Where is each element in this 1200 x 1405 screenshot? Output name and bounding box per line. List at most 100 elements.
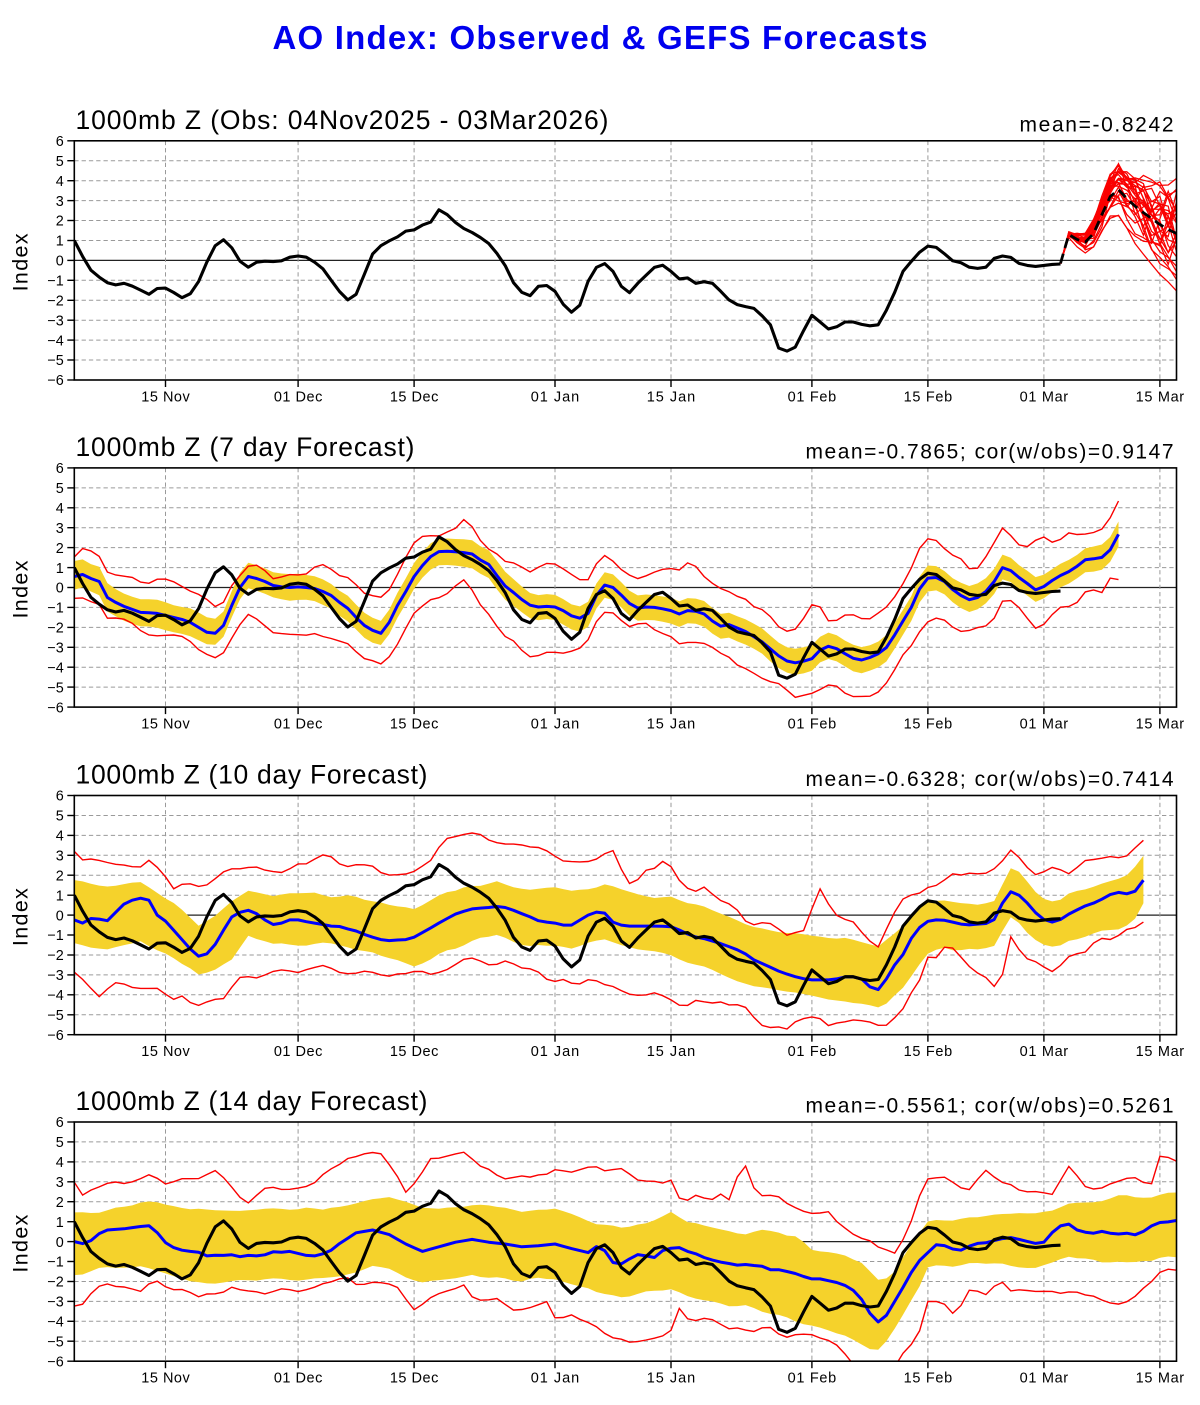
svg-text:mean=-0.5561; cor(w/obs)=0.526: mean=-0.5561; cor(w/obs)=0.5261 bbox=[806, 1095, 1174, 1118]
svg-text:4: 4 bbox=[56, 829, 64, 845]
svg-text:mean=-0.7865; cor(w/obs)=0.914: mean=-0.7865; cor(w/obs)=0.9147 bbox=[806, 440, 1174, 463]
svg-text:Index: Index bbox=[9, 1214, 33, 1272]
svg-text:mean=-0.8242: mean=-0.8242 bbox=[1020, 113, 1174, 136]
svg-text:−4: −4 bbox=[47, 333, 63, 349]
svg-text:15 Mar: 15 Mar bbox=[1136, 1371, 1185, 1387]
svg-text:1: 1 bbox=[56, 888, 64, 904]
svg-text:Index: Index bbox=[9, 233, 33, 291]
svg-text:15 Feb: 15 Feb bbox=[904, 716, 953, 732]
svg-text:01 Dec: 01 Dec bbox=[274, 716, 323, 732]
svg-text:01 Dec: 01 Dec bbox=[274, 389, 323, 405]
svg-text:−2: −2 bbox=[47, 1275, 63, 1291]
svg-text:1: 1 bbox=[56, 1215, 64, 1231]
svg-text:Index: Index bbox=[9, 560, 33, 618]
svg-text:−1: −1 bbox=[47, 601, 63, 617]
svg-text:4: 4 bbox=[56, 1155, 64, 1171]
svg-text:3: 3 bbox=[56, 521, 64, 537]
svg-text:15 Dec: 15 Dec bbox=[390, 389, 439, 405]
svg-text:2: 2 bbox=[56, 868, 64, 884]
svg-text:−3: −3 bbox=[47, 968, 63, 984]
svg-text:−2: −2 bbox=[47, 621, 63, 637]
svg-text:1000mb Z (10 day Forecast): 1000mb Z (10 day Forecast) bbox=[76, 760, 428, 790]
svg-text:5: 5 bbox=[56, 481, 64, 497]
svg-text:3: 3 bbox=[56, 1175, 64, 1191]
svg-text:01 Jan: 01 Jan bbox=[531, 1371, 580, 1387]
svg-text:15 Mar: 15 Mar bbox=[1136, 1044, 1185, 1060]
svg-text:−2: −2 bbox=[47, 294, 63, 310]
svg-text:15 Feb: 15 Feb bbox=[904, 389, 953, 405]
svg-text:2: 2 bbox=[56, 541, 64, 557]
svg-text:−5: −5 bbox=[47, 353, 63, 369]
svg-text:0: 0 bbox=[56, 254, 64, 270]
svg-text:15 Nov: 15 Nov bbox=[141, 1371, 190, 1387]
svg-text:01 Jan: 01 Jan bbox=[531, 1044, 580, 1060]
svg-text:15 Jan: 15 Jan bbox=[647, 1044, 696, 1060]
svg-text:15 Dec: 15 Dec bbox=[390, 1371, 439, 1387]
svg-text:6: 6 bbox=[56, 461, 64, 477]
svg-text:−6: −6 bbox=[47, 1354, 63, 1370]
svg-text:15 Feb: 15 Feb bbox=[904, 1371, 953, 1387]
svg-text:01 Jan: 01 Jan bbox=[531, 716, 580, 732]
svg-text:15 Mar: 15 Mar bbox=[1136, 389, 1185, 405]
svg-text:01 Feb: 01 Feb bbox=[788, 1371, 837, 1387]
svg-text:15 Nov: 15 Nov bbox=[141, 716, 190, 732]
svg-text:AO Index: Observed & GEFS Fore: AO Index: Observed & GEFS Forecasts bbox=[273, 19, 928, 56]
svg-text:15 Nov: 15 Nov bbox=[141, 389, 190, 405]
svg-text:0: 0 bbox=[56, 908, 64, 924]
svg-text:6: 6 bbox=[56, 1115, 64, 1131]
svg-text:−2: −2 bbox=[47, 948, 63, 964]
svg-text:−1: −1 bbox=[47, 1255, 63, 1271]
svg-text:6: 6 bbox=[56, 134, 64, 150]
svg-text:1000mb Z (7 day Forecast): 1000mb Z (7 day Forecast) bbox=[76, 432, 415, 462]
svg-text:0: 0 bbox=[56, 1235, 64, 1251]
svg-text:−5: −5 bbox=[47, 680, 63, 696]
svg-text:−5: −5 bbox=[47, 1335, 63, 1351]
svg-text:01 Mar: 01 Mar bbox=[1020, 1044, 1069, 1060]
svg-text:1000mb Z (14 day Forecast): 1000mb Z (14 day Forecast) bbox=[76, 1086, 428, 1116]
svg-text:1000mb Z (Obs: 04Nov2025 - 03M: 1000mb Z (Obs: 04Nov2025 - 03Mar2026) bbox=[76, 105, 609, 135]
svg-text:01 Feb: 01 Feb bbox=[788, 716, 837, 732]
svg-text:1: 1 bbox=[56, 234, 64, 250]
svg-text:2: 2 bbox=[56, 214, 64, 230]
svg-text:15 Dec: 15 Dec bbox=[390, 1044, 439, 1060]
svg-text:1: 1 bbox=[56, 561, 64, 577]
svg-text:15 Dec: 15 Dec bbox=[390, 716, 439, 732]
svg-text:Index: Index bbox=[9, 888, 33, 946]
svg-text:2: 2 bbox=[56, 1195, 64, 1211]
svg-text:01 Feb: 01 Feb bbox=[788, 389, 837, 405]
svg-text:4: 4 bbox=[56, 501, 64, 517]
svg-text:−3: −3 bbox=[47, 1295, 63, 1311]
svg-text:01 Dec: 01 Dec bbox=[274, 1044, 323, 1060]
svg-text:15 Feb: 15 Feb bbox=[904, 1044, 953, 1060]
svg-text:01 Mar: 01 Mar bbox=[1020, 1371, 1069, 1387]
svg-text:01 Mar: 01 Mar bbox=[1020, 716, 1069, 732]
svg-text:−1: −1 bbox=[47, 928, 63, 944]
svg-text:01 Jan: 01 Jan bbox=[531, 389, 580, 405]
svg-text:−6: −6 bbox=[47, 373, 63, 389]
svg-text:15 Mar: 15 Mar bbox=[1136, 716, 1185, 732]
svg-text:01 Feb: 01 Feb bbox=[788, 1044, 837, 1060]
svg-text:5: 5 bbox=[56, 154, 64, 170]
svg-text:01 Dec: 01 Dec bbox=[274, 1371, 323, 1387]
svg-text:4: 4 bbox=[56, 174, 64, 190]
svg-text:−3: −3 bbox=[47, 641, 63, 657]
svg-text:15 Jan: 15 Jan bbox=[647, 716, 696, 732]
svg-text:5: 5 bbox=[56, 809, 64, 825]
svg-text:−5: −5 bbox=[47, 1008, 63, 1024]
svg-text:−4: −4 bbox=[47, 1315, 63, 1331]
svg-text:−1: −1 bbox=[47, 274, 63, 290]
svg-text:−4: −4 bbox=[47, 660, 63, 676]
svg-text:3: 3 bbox=[56, 194, 64, 210]
svg-text:01 Mar: 01 Mar bbox=[1020, 389, 1069, 405]
svg-text:3: 3 bbox=[56, 849, 64, 865]
svg-text:−3: −3 bbox=[47, 313, 63, 329]
svg-text:−6: −6 bbox=[47, 700, 63, 716]
svg-text:15 Nov: 15 Nov bbox=[141, 1044, 190, 1060]
svg-text:−6: −6 bbox=[47, 1028, 63, 1044]
svg-text:15 Jan: 15 Jan bbox=[647, 1371, 696, 1387]
svg-text:0: 0 bbox=[56, 581, 64, 597]
svg-text:6: 6 bbox=[56, 789, 64, 805]
svg-text:15 Jan: 15 Jan bbox=[647, 389, 696, 405]
svg-text:mean=-0.6328; cor(w/obs)=0.741: mean=-0.6328; cor(w/obs)=0.7414 bbox=[806, 768, 1174, 791]
svg-text:5: 5 bbox=[56, 1135, 64, 1151]
